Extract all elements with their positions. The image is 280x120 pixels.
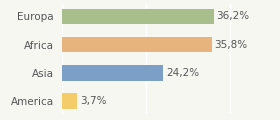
Text: 3,7%: 3,7% [80, 96, 106, 106]
Text: 24,2%: 24,2% [166, 68, 199, 78]
Bar [62, 65, 163, 81]
Bar [62, 93, 77, 109]
Bar [62, 9, 214, 24]
Text: 35,8%: 35,8% [214, 40, 248, 50]
Bar [62, 37, 212, 52]
Text: 36,2%: 36,2% [216, 11, 249, 21]
